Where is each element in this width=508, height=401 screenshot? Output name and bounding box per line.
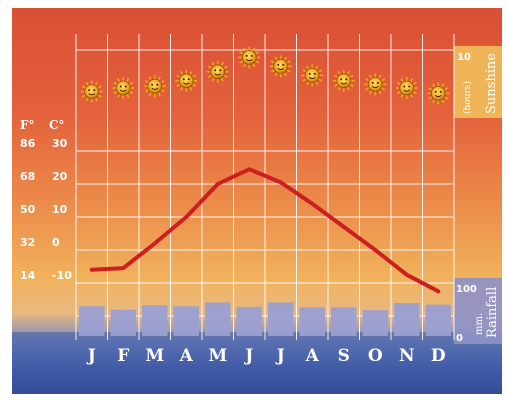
month-label: J [275,346,285,366]
temperature-series [89,167,441,294]
fahrenheit-tick-label: 14 [20,269,36,282]
celsius-tick-label: 10 [52,203,68,216]
rainfall-bar [205,302,231,336]
rainfall-bars [79,302,451,336]
sun-icon [206,60,229,83]
sea-band [12,332,502,394]
sun-icon [143,75,166,98]
celsius-unit-label: C° [49,118,65,132]
rainfall-bar [394,303,420,336]
celsius-tick-label: -10 [52,269,72,282]
sunshine-tick-max: 10 [457,52,471,63]
rainfall-scale-panel [454,278,502,344]
rainfall-bar [142,305,168,336]
sun-icon [427,82,450,105]
fahrenheit-tick-label: 86 [20,137,36,150]
month-label: M [208,346,227,366]
chart-grid [75,34,455,340]
sun-icon [395,77,418,99]
rainfall-label: Rainfall [485,287,500,338]
month-label: J [86,346,96,366]
sun-icon [238,46,261,69]
rainfall-tick-max: 100 [456,284,477,295]
rainfall-bar [173,306,199,336]
sun-icon [301,64,324,87]
sunshine-label: Sunshine [484,53,499,114]
rainfall-bar [331,307,357,336]
fahrenheit-tick-label: 50 [20,203,36,216]
month-label: D [431,346,446,366]
month-label: F [117,346,129,366]
sun-icon [80,80,103,103]
fahrenheit-tick-label: 32 [20,236,35,249]
month-label: J [243,346,253,366]
rainfall-bar [299,307,325,336]
celsius-tick-label: 20 [52,170,68,183]
sunshine-unit-label: (hours) [462,81,473,114]
rainfall-bar [110,309,136,336]
rainfall-bar [236,306,262,336]
rainfall-tick-min: 0 [456,333,463,344]
month-label: A [305,346,320,366]
sunshine-icons [80,46,450,105]
sun-icon [364,73,387,96]
rainfall-bar [268,302,294,336]
month-label: S [338,346,350,366]
fahrenheit-unit-label: F° [20,118,35,132]
sun-icon [112,77,135,99]
month-label: O [368,346,383,366]
rainfall-bar [425,304,451,336]
sun-icon [269,55,292,78]
month-label: A [179,346,194,366]
fahrenheit-tick-label: 68 [20,170,35,183]
month-label: N [399,346,415,366]
sun-icon [175,69,198,92]
rainfall-bar [79,306,105,336]
rainfall-unit-label: mm. [474,313,485,335]
rainfall-bar [362,310,388,336]
temperature-line [89,167,441,294]
month-label: M [145,346,164,366]
sun-icon [332,69,355,92]
sunshine-scale-panel [454,46,502,118]
celsius-tick-label: 0 [52,236,60,249]
celsius-tick-label: 30 [52,137,68,150]
temperature-tick-labels: 86 30 68 20 50 10 32 0 14 -10 [20,137,72,282]
